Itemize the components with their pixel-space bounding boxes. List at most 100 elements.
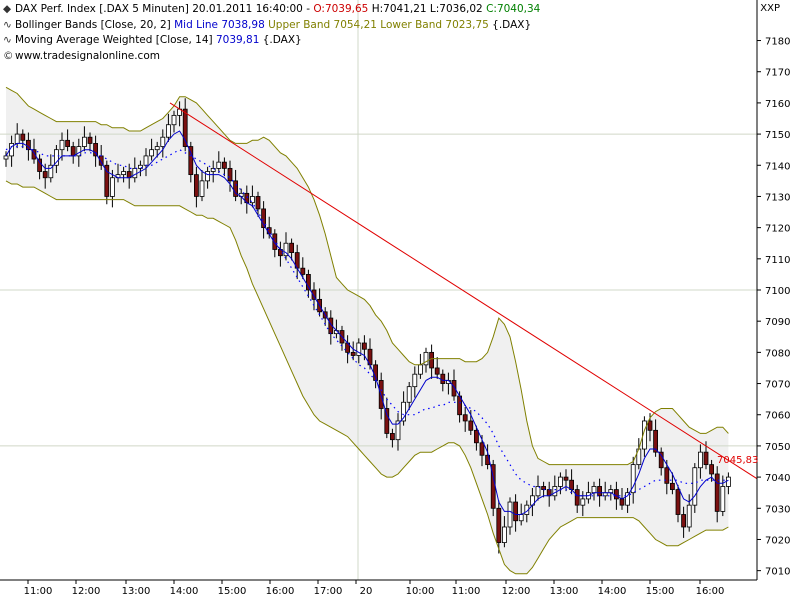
candle-body [479, 442, 485, 456]
wma-name: Moving Average Weighted [Close, 14] [15, 34, 213, 46]
candle-body [137, 164, 143, 169]
bollinger-upper: Upper Band 7054,21 [268, 18, 377, 31]
candle-body [54, 149, 59, 166]
candle-body [518, 514, 524, 522]
candle-body [417, 364, 423, 375]
candle-body [205, 171, 211, 182]
y-tick-label: 7160 [765, 99, 790, 110]
candle-body [154, 146, 160, 151]
bollinger-lower: Lower Band 7023,75 [380, 18, 489, 31]
candle-body [289, 242, 295, 253]
upper-band-line [5, 86, 729, 466]
y-tick-label: 7010 [765, 567, 790, 578]
candle-body [20, 133, 26, 141]
legend-line-bollinger: ∿ Bollinger Bands [Close, 20, 2] Mid Line… [3, 18, 540, 34]
candle-body [412, 373, 418, 388]
candle-body [59, 139, 65, 151]
candle-body [473, 429, 479, 444]
last-value-bg [758, 451, 798, 466]
candle-body [709, 464, 714, 475]
legend: ◆ DAX Perf. Index [.DAX 5 Minuten] 20.01.… [3, 2, 540, 64]
indicator-lines [5, 86, 758, 575]
instrument-symbol-icon: ◆ [3, 3, 12, 15]
indicator-wave-icon: ∿ [3, 18, 12, 31]
candle-body [686, 504, 692, 528]
candle-body [664, 467, 670, 484]
candle-body [726, 476, 731, 487]
y-tick-label: 7110 [765, 255, 790, 266]
candle-body [423, 351, 429, 366]
candle-body [429, 351, 435, 369]
grid-lines [0, 0, 757, 580]
bar-datetime: 20.01.2011 16:40:00 [192, 3, 303, 15]
trend-line [169, 102, 758, 480]
candle-body [681, 514, 686, 528]
candle-body [552, 486, 558, 497]
candle-body [14, 133, 20, 144]
candle-body [496, 507, 502, 543]
candle-body [361, 342, 367, 350]
candle-body [558, 476, 563, 487]
candle-body [630, 464, 636, 494]
candle-body [658, 451, 664, 469]
x-tick-label: 14:00 [170, 586, 199, 597]
candle-body [647, 420, 653, 431]
y-axis-bg [758, 0, 800, 580]
x-tick-label: 10:00 [406, 586, 435, 597]
y-tick-label: 7030 [765, 504, 790, 515]
candle-body [389, 433, 395, 441]
candle-body [434, 367, 440, 375]
lower-band-line [5, 180, 729, 575]
x-tick-label: 12:00 [502, 586, 531, 597]
x-tick-label: 11:00 [452, 586, 481, 597]
candle-body [42, 171, 48, 179]
candle-body [462, 414, 468, 422]
y-tick-label: 7150 [765, 130, 790, 141]
candle-body [507, 501, 513, 528]
candle-body [698, 451, 703, 469]
y-tick-label: 7020 [765, 535, 790, 546]
bollinger-source: {.DAX} [492, 18, 532, 31]
low-value: L:7036,02 [429, 3, 483, 15]
candle-body [82, 136, 87, 147]
x-tick-label: 17:00 [314, 586, 343, 597]
candle-body [513, 501, 518, 522]
candle-body [188, 146, 194, 176]
bollinger-band-area [6, 87, 729, 574]
close-value: C:7040,34 [486, 3, 541, 15]
wma-line [5, 130, 729, 515]
mid-line [5, 146, 729, 497]
candle-body [261, 208, 267, 229]
x-tick-label: 20 [360, 586, 373, 597]
candle-body [300, 267, 306, 275]
y-tick-label: 7180 [765, 37, 790, 48]
candle-body [149, 149, 155, 157]
candle-body [440, 373, 446, 384]
candle-body [563, 476, 569, 481]
open-value: O:7039,65 [313, 3, 369, 15]
legend-line-copyright: © www.tradesignalonline.com [3, 49, 540, 65]
candle-body [350, 351, 356, 356]
candle-body [65, 139, 70, 147]
candle-body [132, 167, 138, 179]
candle-body [221, 161, 227, 169]
y-tick-label: 7100 [765, 286, 790, 297]
x-tick-label: 15:00 [218, 586, 247, 597]
candle-body [160, 136, 166, 147]
candle-body [692, 467, 698, 506]
x-tick-label: 13:00 [550, 586, 579, 597]
candle-body [468, 420, 474, 431]
x-tick-label: 16:00 [696, 586, 725, 597]
x-tick-label: 15:00 [646, 586, 675, 597]
candle-body [283, 242, 289, 257]
candle-body [356, 342, 362, 356]
candle-body [703, 451, 709, 466]
candle-body [619, 498, 625, 506]
candle-body [110, 177, 115, 197]
copyright-text: www.tradesignalonline.com [15, 49, 160, 62]
wma-source: {.DAX} [262, 34, 302, 46]
y-tick-label: 7080 [765, 348, 790, 359]
candle-body [121, 171, 126, 176]
